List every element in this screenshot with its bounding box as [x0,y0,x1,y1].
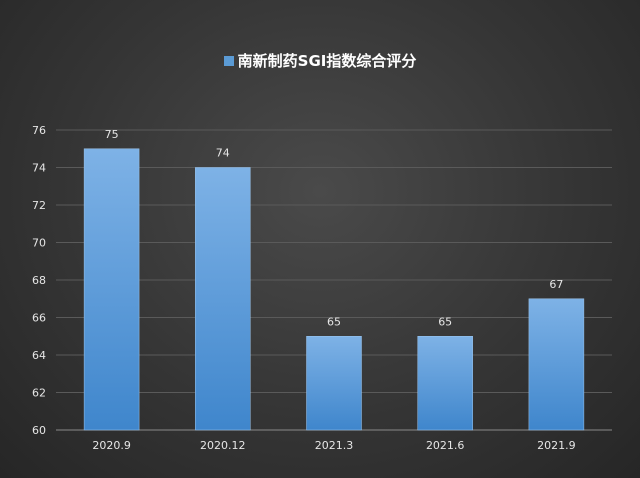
y-tick-label: 72 [32,199,46,212]
y-tick-label: 70 [32,237,46,250]
x-tick-label: 2021.9 [537,439,576,452]
x-tick-label: 2020.9 [92,439,131,452]
y-tick-label: 60 [32,424,46,437]
bar [306,336,362,431]
y-tick-label: 68 [32,274,46,287]
y-tick-label: 64 [32,349,46,362]
x-tick-label: 2021.3 [315,439,354,452]
x-tick-label: 2020.12 [200,439,246,452]
y-tick-label: 74 [32,162,46,175]
bar [417,336,473,431]
legend-swatch [223,55,234,66]
chart-title: 南新制药SGI指数综合评分 [0,50,640,71]
bar [83,148,140,431]
data-label: 65 [438,315,452,328]
y-tick-label: 62 [32,387,46,400]
y-tick-label: 66 [32,312,46,325]
data-label: 65 [327,315,341,328]
data-label: 74 [216,147,230,160]
legend-label: 南新制药SGI指数综合评分 [237,52,417,70]
y-tick-label: 76 [32,124,46,137]
bar [195,167,251,431]
data-label: 67 [549,278,563,291]
bar [528,298,585,431]
data-label: 75 [105,128,119,141]
x-tick-label: 2021.6 [426,439,465,452]
